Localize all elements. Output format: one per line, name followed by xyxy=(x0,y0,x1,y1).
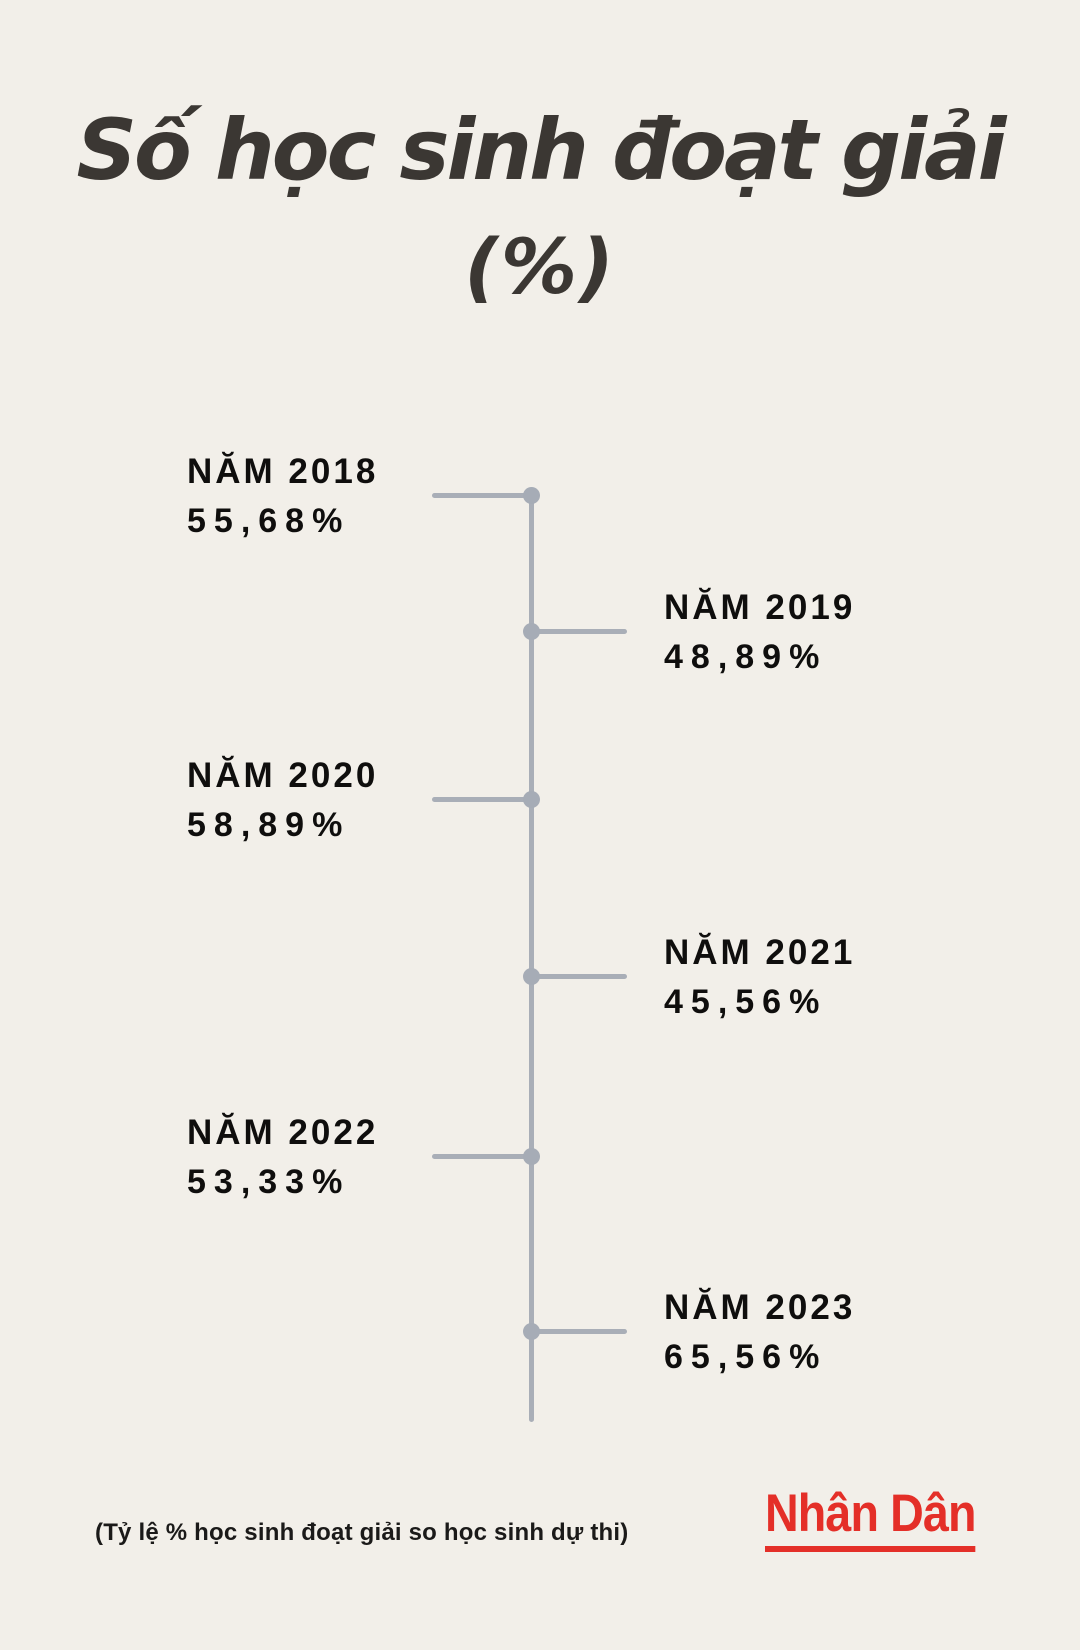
timeline-axis-line xyxy=(529,494,534,1422)
value-label: 48,89% xyxy=(664,638,828,676)
entry-text: NĂM 2020 58,89% xyxy=(187,756,378,842)
timeline-dot xyxy=(523,487,540,504)
year-label: NĂM 2023 xyxy=(664,1288,856,1327)
year-label: NĂM 2019 xyxy=(664,588,856,627)
year-label: NĂM 2022 xyxy=(187,1113,379,1152)
year-label: NĂM 2018 xyxy=(187,452,379,491)
timeline-dot xyxy=(523,968,540,985)
page-title: Số học sinh đoạt giải xyxy=(76,101,1007,199)
connector-line xyxy=(531,974,627,979)
entry-text: NĂM 2021 45,56% xyxy=(664,933,855,1019)
connector-line xyxy=(432,493,532,498)
timeline-dot xyxy=(523,1148,540,1165)
footnote-caption: (Tỷ lệ % học sinh đoạt giải so học sinh … xyxy=(95,1519,629,1546)
nhan-dan-logo: Nhân Dân xyxy=(765,1484,977,1552)
connector-line xyxy=(432,797,532,802)
timeline-dot xyxy=(523,791,540,808)
entry-text: NĂM 2018 55,68% xyxy=(187,452,378,538)
year-label: NĂM 2020 xyxy=(187,756,379,795)
value-label: 55,68% xyxy=(187,502,351,540)
value-label: 65,56% xyxy=(664,1338,828,1376)
connector-line xyxy=(432,1154,532,1159)
timeline-dot xyxy=(523,1323,540,1340)
timeline-dot xyxy=(523,623,540,640)
year-label: NĂM 2021 xyxy=(664,933,856,972)
entry-text: NĂM 2023 65,56% xyxy=(664,1288,855,1374)
logo-text: Nhân Dân xyxy=(765,1484,977,1543)
connector-line xyxy=(531,629,627,634)
logo-underline xyxy=(765,1546,976,1552)
entry-text: NĂM 2019 48,89% xyxy=(664,588,855,674)
value-label: 53,33% xyxy=(187,1163,351,1201)
entry-text: NĂM 2022 53,33% xyxy=(187,1113,378,1199)
value-label: 45,56% xyxy=(664,983,828,1021)
page-title-unit: (%) xyxy=(464,222,616,311)
value-label: 58,89% xyxy=(187,806,351,844)
connector-line xyxy=(531,1329,627,1334)
